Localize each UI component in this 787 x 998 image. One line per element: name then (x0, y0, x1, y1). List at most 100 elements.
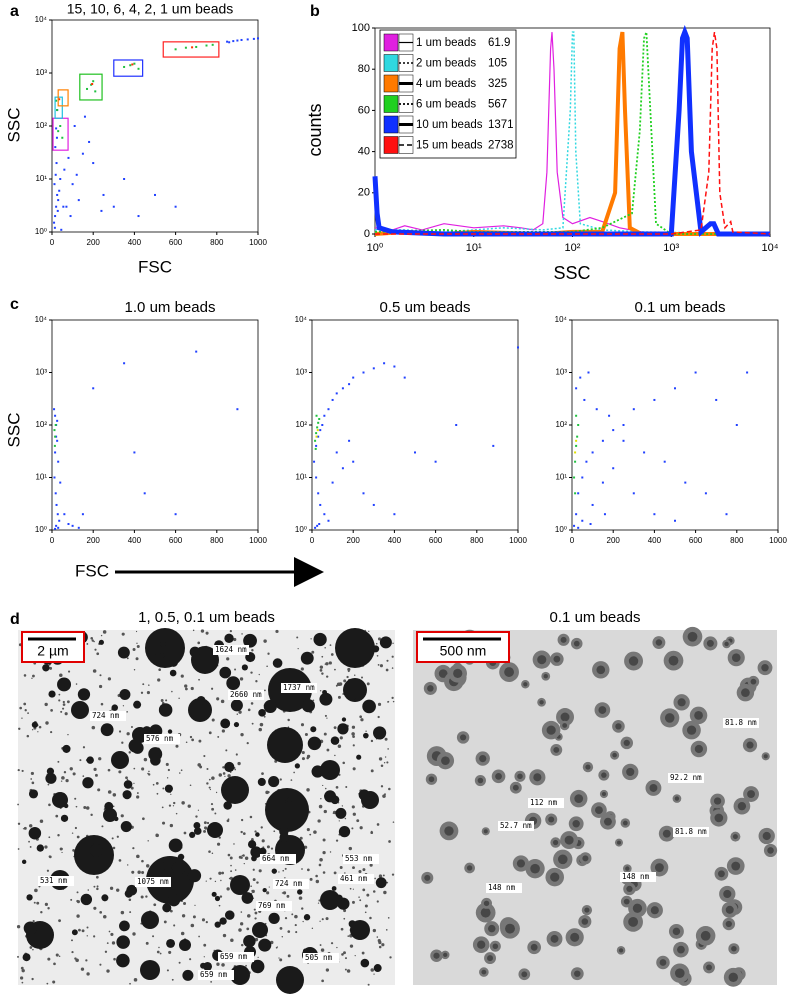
speck (71, 950, 74, 954)
speck (343, 909, 347, 913)
scatter-point (725, 513, 728, 516)
speck (257, 956, 259, 958)
scatter-point (195, 45, 198, 48)
speck (240, 818, 244, 822)
scatter-point (575, 513, 578, 516)
speck (145, 895, 148, 898)
measurement-bg (228, 690, 264, 700)
gate (52, 117, 69, 151)
speck (36, 901, 40, 905)
measurement-bg (673, 827, 709, 837)
particle-core (628, 916, 639, 927)
scatter-point (54, 492, 57, 495)
speck (310, 638, 312, 640)
speck (216, 962, 220, 966)
speck (230, 864, 232, 867)
scatter-point (341, 387, 344, 390)
speck (214, 812, 217, 815)
measurement-label: 1624 nm (215, 645, 247, 654)
measurement-label: 92.2 nm (670, 773, 702, 782)
scatter-point (55, 205, 58, 208)
speck (386, 659, 389, 662)
speck (172, 805, 175, 807)
speck (227, 853, 231, 857)
particle (330, 795, 340, 805)
particle (311, 765, 324, 778)
legend-label: 10 um beads (416, 119, 483, 131)
speck (211, 687, 214, 690)
speck (352, 767, 356, 771)
scatter-point (56, 109, 59, 112)
speck (377, 702, 382, 706)
speck (70, 898, 73, 901)
y-tick-label: 10⁴ (295, 315, 308, 324)
scatter-point (331, 398, 334, 401)
speck (216, 842, 221, 846)
speck (185, 741, 188, 744)
speck (319, 690, 322, 692)
x-tick-label: 0 (310, 536, 315, 545)
scatter-point (315, 435, 318, 438)
speck (337, 744, 342, 749)
speck (346, 675, 349, 679)
speck (140, 691, 144, 694)
particle (74, 849, 80, 856)
particle-core (530, 863, 540, 874)
speck (57, 760, 60, 763)
speck (322, 784, 324, 787)
scatter-point (492, 444, 495, 447)
speck (341, 953, 344, 956)
x-tick-label: 10¹ (466, 242, 482, 254)
particle (233, 721, 240, 728)
speck (120, 910, 125, 915)
speck (385, 929, 388, 931)
speck (19, 706, 23, 710)
particle-core (443, 952, 448, 957)
particle (247, 840, 257, 849)
measurement-bg (620, 872, 656, 882)
scatter-point (246, 38, 249, 41)
speck (208, 786, 211, 789)
scatter-point (319, 429, 322, 432)
scatter-point (715, 398, 718, 401)
speck (304, 733, 308, 737)
particle (258, 709, 266, 717)
speck (302, 920, 304, 923)
speck (294, 914, 298, 919)
x-tick-label: 400 (128, 536, 142, 545)
particle (158, 703, 173, 717)
y-axis-label: SSC (4, 108, 23, 143)
scatter-point (574, 451, 577, 454)
particle-core (601, 791, 607, 797)
y-tick-label: 10³ (35, 68, 47, 77)
speck (236, 713, 239, 716)
particle (330, 736, 340, 745)
scatter-point (71, 524, 74, 527)
scatter-point (60, 228, 63, 231)
speck (184, 684, 188, 688)
particle-core (550, 934, 559, 943)
speck (366, 893, 370, 897)
particle (223, 801, 232, 810)
speck (282, 869, 285, 872)
particle (28, 789, 39, 799)
legend-label: 1 um beads (416, 37, 476, 49)
speck (209, 877, 212, 880)
speck (20, 966, 24, 970)
particle-core (623, 898, 630, 905)
speck (250, 671, 253, 674)
speck (315, 879, 320, 884)
speck (370, 769, 374, 773)
particle-core (672, 927, 681, 936)
particle (263, 699, 277, 714)
speck (263, 639, 267, 643)
speck (369, 863, 373, 867)
speck (321, 979, 324, 983)
speck (190, 686, 194, 691)
speck (336, 682, 341, 687)
x-tick-label: 10³ (663, 242, 679, 254)
particle-core (516, 859, 526, 868)
x-tick-label: 1000 (769, 536, 787, 545)
speck (45, 721, 49, 725)
particle-core (694, 744, 703, 754)
